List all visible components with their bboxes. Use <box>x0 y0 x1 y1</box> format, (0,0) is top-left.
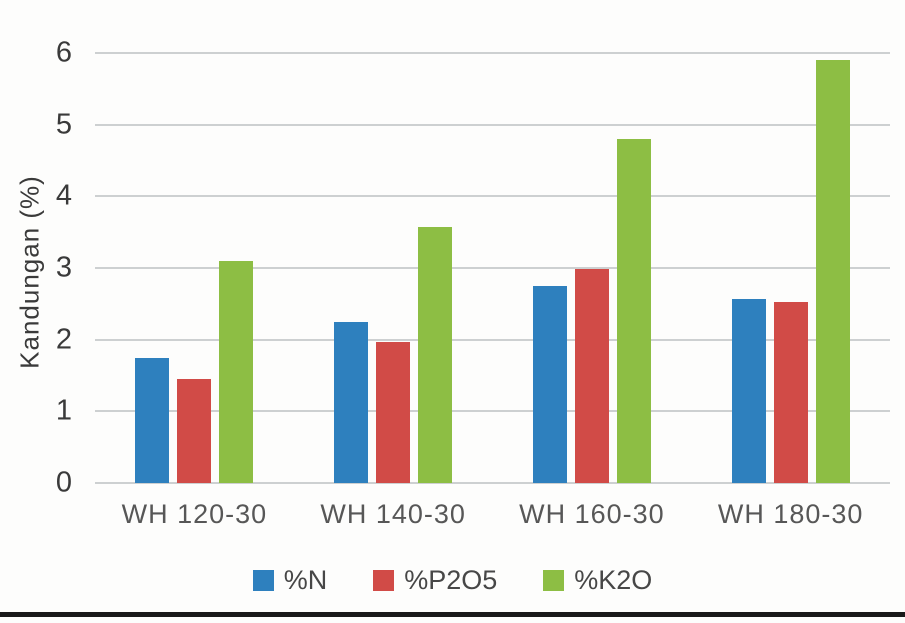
legend-label: %P2O5 <box>404 565 498 595</box>
bar-K2O-wh-160-30 <box>616 139 651 483</box>
gridline-3 <box>95 267 890 269</box>
x-axis-label-wh-140-30: WH 140-30 <box>320 499 466 529</box>
y-axis-title: Kandungan (%) <box>14 175 45 369</box>
gridline-1 <box>95 410 890 413</box>
legend-item-N: %N <box>252 565 328 596</box>
bar-P2O5-wh-140-30 <box>376 341 411 483</box>
y-tick-label-4: 4 <box>55 179 72 212</box>
legend-swatch-icon <box>373 570 395 591</box>
bar-group-wh-160-30 <box>493 53 692 483</box>
legend-label: %N <box>283 565 328 595</box>
y-tick-label-1: 1 <box>55 394 72 427</box>
plot-area <box>95 52 890 484</box>
bar-K2O-wh-140-30 <box>418 227 453 483</box>
bar-group-wh-120-30 <box>95 53 294 483</box>
bar-P2O5-wh-120-30 <box>177 379 212 483</box>
gridline-6 <box>95 52 890 54</box>
bottom-border-line <box>0 612 905 617</box>
legend-swatch-icon <box>252 570 274 591</box>
bar-N-wh-140-30 <box>334 321 369 483</box>
y-tick-label-5: 5 <box>55 108 72 141</box>
x-axis: WH 120-30 WH 140-30 WH 160-30 WH 180-30 <box>95 499 890 530</box>
bar-group-wh-180-30 <box>691 53 890 483</box>
y-tick-label-2: 2 <box>55 323 72 356</box>
x-axis-label-wh-120-30: WH 120-30 <box>121 499 268 529</box>
bar-P2O5-wh-180-30 <box>773 301 808 483</box>
bar-group-wh-140-30 <box>294 53 493 483</box>
bar-N-wh-120-30 <box>135 357 170 483</box>
y-tick-label-0: 0 <box>55 466 72 499</box>
y-tick-label-6: 6 <box>55 36 72 69</box>
legend-swatch-icon <box>543 570 565 591</box>
gridline-0 <box>95 482 890 484</box>
legend-item-K2O: %K2O <box>543 565 652 596</box>
bar-series-area <box>95 53 890 483</box>
legend-item-P2O5: %P2O5 <box>373 565 497 596</box>
bar-K2O-wh-120-30 <box>219 260 254 483</box>
x-axis-label-wh-180-30: WH 180-30 <box>717 499 864 529</box>
bar-N-wh-180-30 <box>731 298 766 483</box>
bar-K2O-wh-180-30 <box>815 60 850 483</box>
x-axis-label-wh-160-30: WH 160-30 <box>519 499 665 529</box>
bar-P2O5-wh-160-30 <box>574 269 609 483</box>
gridline-5 <box>95 123 890 126</box>
bar-N-wh-160-30 <box>532 285 567 483</box>
gridline-4 <box>95 195 890 198</box>
legend-label: %K2O <box>574 565 653 595</box>
gridline-2 <box>95 338 890 341</box>
y-tick-label-3: 3 <box>55 251 72 284</box>
y-axis: 0 1 2 3 4 5 6 <box>0 38 85 497</box>
legend: %N %P2O5 %K2O <box>0 565 905 596</box>
